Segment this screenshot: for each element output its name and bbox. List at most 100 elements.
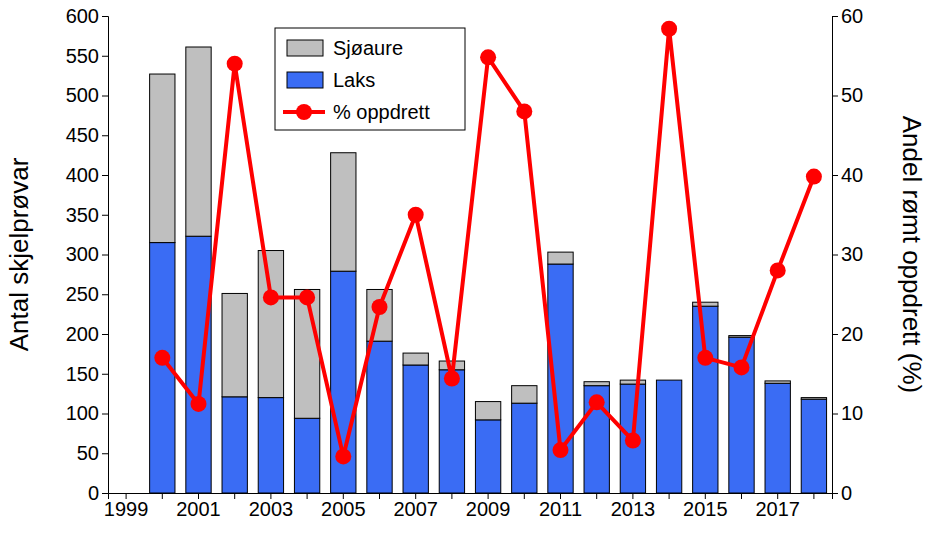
bar <box>765 381 790 383</box>
marker <box>589 394 605 410</box>
marker <box>516 103 532 119</box>
tick-label: 400 <box>66 164 99 186</box>
tick-mark <box>234 493 235 499</box>
tick: 50 <box>77 442 108 464</box>
tick-mark <box>813 493 814 499</box>
tick-mark <box>832 175 838 176</box>
tick-mark <box>102 414 108 415</box>
tick-label: 2007 <box>393 498 438 520</box>
bar <box>186 47 211 236</box>
bar <box>620 380 645 384</box>
tick <box>307 493 308 499</box>
tick <box>669 493 670 499</box>
tick-mark <box>832 255 838 256</box>
tick <box>234 493 235 499</box>
tick-label: 250 <box>66 283 99 305</box>
tick <box>162 493 163 499</box>
tick-mark <box>102 374 108 375</box>
tick-label: 2011 <box>539 498 582 520</box>
bar <box>475 420 500 493</box>
bar <box>367 341 392 493</box>
tick: 2001 <box>176 493 221 520</box>
tick: 350 <box>66 204 108 226</box>
tick-label: 500 <box>66 84 99 106</box>
tick: 20 <box>832 323 863 345</box>
bar <box>439 370 464 493</box>
axis-line <box>833 17 839 494</box>
bar <box>765 383 790 493</box>
y-axis-title: Antal skjelprøvar <box>4 157 34 351</box>
bar <box>294 418 319 493</box>
tick-label: 600 <box>66 5 99 27</box>
marker <box>227 56 243 72</box>
tick-mark <box>102 16 108 17</box>
tick-label: 2001 <box>176 498 221 520</box>
tick: 50 <box>832 84 863 106</box>
tick-label: 0 <box>88 482 99 504</box>
tick: 2005 <box>321 493 366 520</box>
marker <box>734 359 750 375</box>
legend-swatch <box>287 40 323 56</box>
tick <box>741 493 742 499</box>
marker <box>408 207 424 223</box>
legend-swatch <box>287 72 323 88</box>
y-axis: 050100150200250300350400450500550600 <box>66 5 109 504</box>
bar <box>403 353 428 365</box>
bar <box>801 398 826 400</box>
marker <box>335 448 351 464</box>
y2-axis: 0102030405060 <box>832 5 863 504</box>
bar <box>693 302 718 306</box>
tick-mark <box>596 493 597 499</box>
marker <box>372 299 388 315</box>
tick: 2013 <box>611 493 656 520</box>
tick: 2015 <box>683 493 728 520</box>
bar <box>548 252 573 264</box>
marker <box>263 289 279 305</box>
tick-mark <box>102 56 108 57</box>
bar <box>584 386 609 493</box>
legend-label: Laks <box>333 69 375 91</box>
bar <box>729 336 754 338</box>
bar <box>512 403 537 493</box>
tick: 200 <box>66 323 108 345</box>
tick-label: 20 <box>841 323 863 345</box>
tick-label: 2015 <box>683 498 728 520</box>
tick-label: 2003 <box>249 498 294 520</box>
marker <box>480 49 496 65</box>
bar <box>222 397 247 493</box>
tick: 2007 <box>393 493 438 520</box>
tick-mark <box>832 16 838 17</box>
marker <box>553 442 569 458</box>
bar <box>512 386 537 403</box>
tick-label: 2005 <box>321 498 366 520</box>
bar <box>475 402 500 420</box>
marks <box>150 21 827 493</box>
tick: 600 <box>66 5 108 27</box>
tick-mark <box>669 493 670 499</box>
axis-line <box>102 17 109 494</box>
tick-mark <box>832 334 838 335</box>
tick: 500 <box>66 84 108 106</box>
tick-label: 300 <box>66 243 99 265</box>
tick: 2011 <box>539 493 582 520</box>
legend-label: % oppdrett <box>333 101 430 123</box>
marker <box>154 350 170 366</box>
tick-label: 2009 <box>466 498 511 520</box>
tick-label: 60 <box>841 5 863 27</box>
tick-mark <box>102 135 108 136</box>
tick: 60 <box>832 5 863 27</box>
tick: 10 <box>832 402 863 424</box>
bar <box>294 289 319 418</box>
tick-mark <box>102 334 108 335</box>
bar <box>801 399 826 493</box>
tick-label: 0 <box>841 482 852 504</box>
line <box>162 29 814 457</box>
tick-mark <box>832 414 838 415</box>
bar <box>693 306 718 493</box>
tick-mark <box>162 493 163 499</box>
tick <box>451 493 452 499</box>
tick-label: 10 <box>841 402 863 424</box>
tick: 40 <box>832 164 863 186</box>
marker <box>444 371 460 387</box>
tick-mark <box>832 96 838 97</box>
